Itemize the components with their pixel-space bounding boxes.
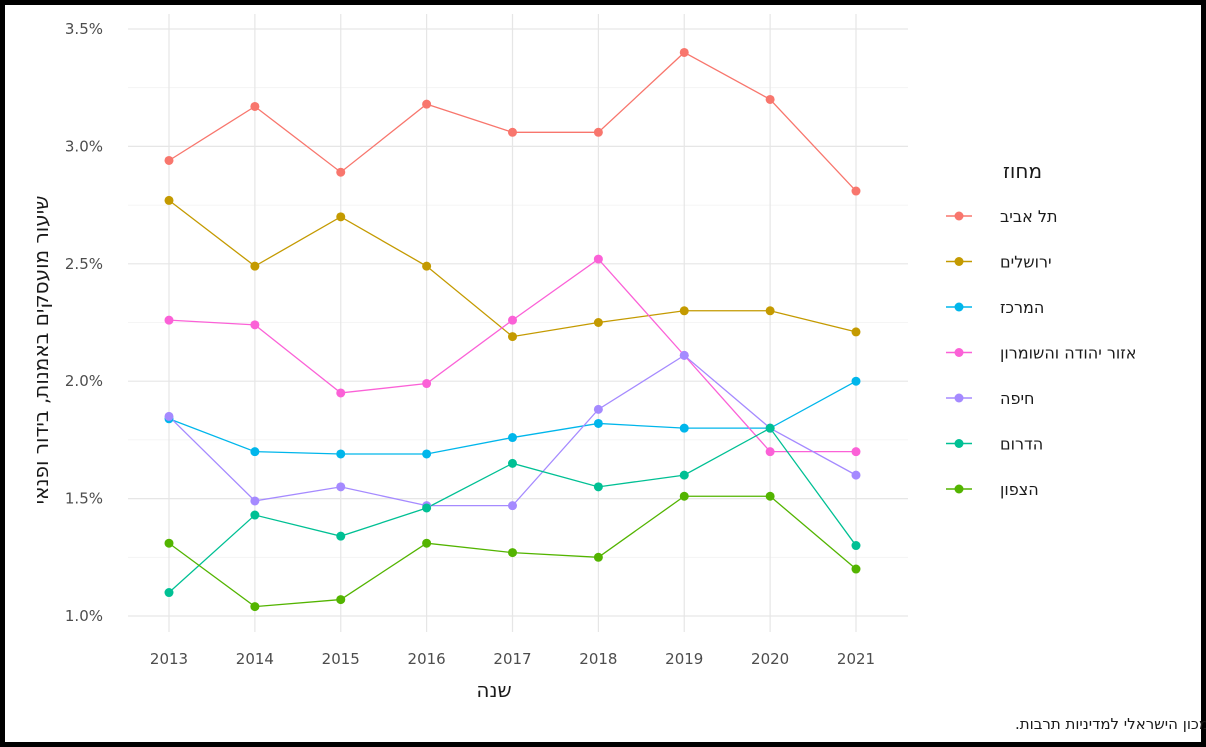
x-tick-label: 2019 — [665, 650, 703, 668]
data-point — [593, 404, 603, 414]
data-point — [851, 470, 861, 480]
data-point — [593, 552, 603, 562]
data-point — [164, 411, 174, 421]
data-point — [336, 388, 346, 398]
legend-label: אזור יהודה והשומרון — [1000, 344, 1137, 363]
data-point — [508, 127, 517, 137]
legend-label: הצפון — [1000, 480, 1039, 499]
data-point — [679, 47, 689, 57]
y-tick-label: 2.5% — [65, 255, 103, 273]
data-point — [508, 315, 517, 325]
data-point — [336, 531, 346, 541]
data-point — [422, 379, 432, 389]
data-point — [851, 327, 861, 337]
data-point — [164, 538, 174, 548]
data-point — [250, 261, 260, 271]
y-axis-ticks: 1.0% 1.5% 2.0% 2.5% 3.0% 3.5% — [65, 20, 103, 625]
data-point — [851, 376, 861, 386]
data-point — [851, 186, 861, 196]
data-point — [164, 588, 174, 598]
data-point — [422, 99, 432, 109]
data-point — [851, 541, 861, 551]
x-tick-label: 2017 — [493, 650, 531, 668]
data-point — [679, 491, 689, 501]
legend-label: ירושלים — [1000, 253, 1052, 272]
legend-key-point — [954, 393, 964, 403]
y-tick-label: 1.5% — [65, 490, 103, 508]
data-point — [250, 602, 260, 612]
data-point — [336, 167, 346, 177]
data-point — [336, 212, 346, 222]
x-tick-label: 2020 — [751, 650, 789, 668]
data-point — [851, 564, 861, 574]
x-tick-label: 2016 — [408, 650, 446, 668]
data-point — [765, 423, 775, 433]
data-point — [422, 538, 432, 548]
data-point — [164, 195, 174, 205]
data-point — [593, 254, 603, 264]
data-point — [422, 449, 432, 459]
data-point — [336, 595, 346, 605]
x-tick-label: 2014 — [236, 650, 274, 668]
legend-label: המרכז — [1000, 298, 1044, 317]
data-point — [422, 261, 432, 271]
x-tick-label: 2018 — [579, 650, 617, 668]
legend-key-point — [954, 302, 964, 312]
x-tick-label: 2015 — [322, 650, 360, 668]
data-point — [508, 458, 517, 468]
data-point — [508, 501, 517, 511]
data-point — [422, 503, 432, 513]
y-tick-label: 3.5% — [65, 20, 103, 38]
legend-key-point — [954, 348, 964, 357]
data-point — [250, 320, 260, 330]
data-point — [508, 433, 517, 443]
x-tick-label: 2021 — [837, 650, 875, 668]
data-point — [593, 418, 603, 428]
legend-key-point — [954, 484, 964, 494]
legend-key-point — [954, 257, 964, 266]
legend-label: הדרום — [1000, 435, 1043, 454]
data-point — [336, 449, 346, 459]
data-point — [679, 350, 689, 360]
data-point — [250, 496, 260, 506]
data-point — [765, 447, 775, 457]
x-tick-label: 2013 — [150, 650, 188, 668]
data-point — [851, 447, 861, 457]
data-point — [765, 94, 775, 104]
legend: תל אביב ירושלים המרכז אזור יהודה והשומרון חי… — [946, 207, 1137, 499]
series-points — [164, 47, 861, 612]
data-point — [164, 315, 174, 325]
x-axis-title: שנה — [476, 678, 511, 702]
legend-label: חיפה — [1000, 389, 1034, 408]
data-point — [164, 155, 174, 165]
legend-key-point — [954, 211, 964, 221]
caption: מקור: הלשכה המרכזית לסטטיסטיקה. עיבוד: ה… — [1015, 715, 1206, 733]
data-point — [250, 447, 260, 457]
data-point — [765, 306, 775, 316]
x-axis-ticks: 2013 2014 2015 2016 2017 2018 2019 2020 2021 — [150, 650, 875, 668]
y-axis-title: שיעור מועסקים באמנות, בידור ופנאי — [29, 196, 53, 505]
data-point — [250, 510, 260, 520]
data-point — [679, 306, 689, 316]
grid — [128, 14, 908, 632]
data-point — [679, 423, 689, 433]
legend-label: תל אביב — [1000, 207, 1057, 226]
data-point — [765, 491, 775, 501]
data-point — [508, 332, 517, 342]
data-point — [593, 318, 603, 327]
data-point — [593, 127, 603, 137]
legend-key-point — [954, 439, 964, 448]
y-tick-label: 2.0% — [65, 372, 103, 390]
data-point — [336, 482, 346, 492]
legend-title: מחוז — [1003, 159, 1042, 183]
data-point — [250, 101, 260, 111]
y-tick-label: 1.0% — [65, 607, 103, 625]
y-tick-label: 3.0% — [65, 137, 103, 155]
data-point — [593, 482, 603, 492]
data-point — [508, 548, 517, 558]
data-point — [679, 470, 689, 480]
